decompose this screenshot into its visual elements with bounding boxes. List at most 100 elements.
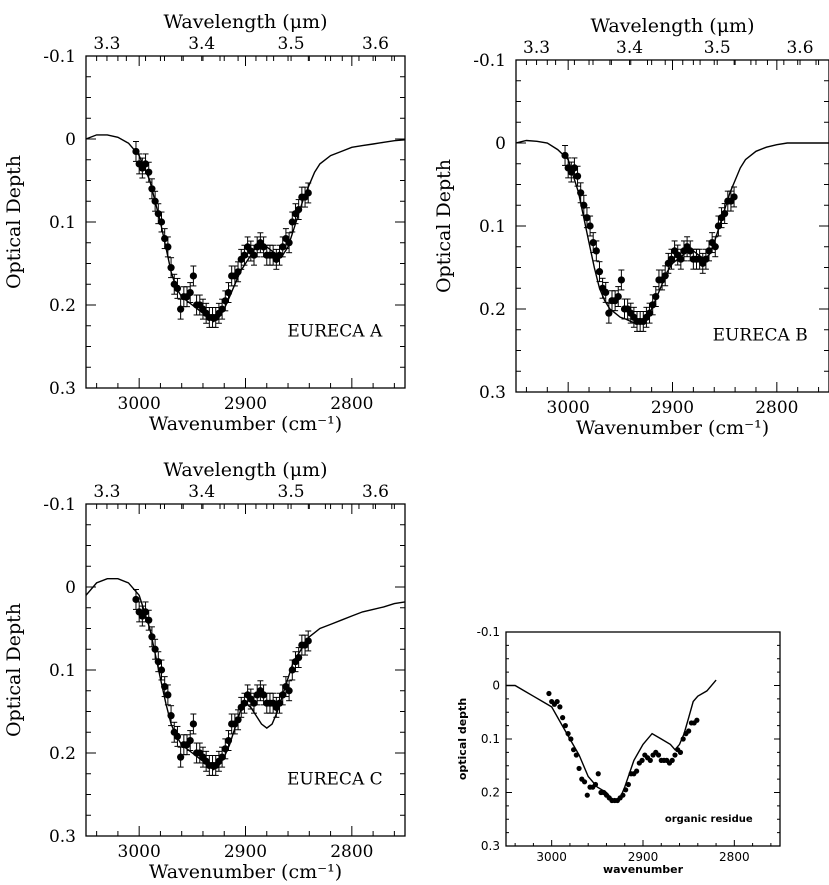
data-point	[295, 653, 303, 662]
data-point	[560, 715, 566, 721]
chart-panel-3: 3000 2900 2800 -0.1 0 0.1 0.2 0.3 3.3 3.4 3.5 3.6 Wa…	[3, 459, 406, 883]
top-tick-label: 3.4	[188, 482, 215, 502]
y-axis-label: Optical Depth	[3, 603, 25, 737]
top-axis-label: Wavelength (μm)	[163, 11, 327, 33]
data-point	[186, 288, 194, 297]
data-point	[570, 747, 577, 753]
y-tick-label: 0.3	[479, 383, 506, 403]
data-point	[148, 185, 156, 193]
x-tick-label: 3000	[547, 398, 590, 418]
top-tick-label: 3.4	[616, 38, 643, 58]
top-tick-label: 3.6	[362, 482, 389, 502]
y-tick-label: 0.2	[481, 786, 500, 800]
top-tick-label: 3.5	[278, 34, 305, 54]
data-point	[620, 792, 626, 798]
data-point	[304, 189, 312, 197]
data-point	[584, 792, 590, 798]
x-axis-label: wavenumber	[603, 863, 684, 876]
x-tick-label: 2900	[628, 850, 659, 864]
data-point	[686, 247, 694, 255]
top-tick-label: 3.6	[362, 34, 389, 54]
y-tick-label: 0	[65, 578, 76, 598]
data-point	[285, 687, 293, 695]
data-point	[177, 305, 185, 313]
y-tick-label: 0.3	[49, 827, 76, 847]
data-point	[672, 752, 678, 758]
data-point	[645, 309, 654, 317]
x-axis-label: Wavenumber (cm⁻¹)	[149, 861, 342, 883]
top-tick-label: 3.3	[523, 38, 550, 58]
data-point	[218, 305, 226, 313]
data-point	[589, 239, 597, 247]
y-axis-label: optical depth	[456, 698, 469, 780]
data-point	[580, 201, 588, 209]
panel-label: EURECA A	[287, 322, 383, 342]
data-point	[275, 251, 284, 259]
data-point	[151, 645, 159, 653]
data-point	[161, 235, 169, 243]
data-point	[173, 732, 182, 741]
data-point	[617, 276, 625, 284]
y-tick-label: 0.1	[49, 661, 76, 681]
data-point	[145, 168, 153, 176]
data-point	[576, 765, 582, 772]
x-axis-label: Wavenumber (cm⁻¹)	[576, 417, 769, 439]
x-tick-label: 3000	[118, 394, 161, 414]
data-point	[583, 214, 591, 222]
panel-label: organic residue	[665, 814, 753, 825]
data-point	[259, 691, 268, 699]
data-point	[148, 633, 156, 641]
data-point	[218, 753, 226, 761]
y-tick-label: -0.1	[43, 47, 76, 67]
top-tick-label: 3.5	[278, 482, 305, 502]
x-tick-label: 2800	[330, 842, 373, 862]
data-point	[234, 716, 242, 724]
top-tick-label: 3.4	[188, 34, 215, 54]
data-point	[141, 608, 150, 616]
data-point	[240, 251, 249, 259]
y-axis-label: Optical Depth	[3, 155, 25, 289]
model-curve	[516, 139, 829, 325]
y-tick-label: 0.3	[481, 839, 500, 853]
data-point	[546, 690, 552, 697]
data-point	[279, 243, 287, 251]
data-point	[694, 717, 700, 723]
data-point	[189, 272, 197, 280]
y-tick-label: 0.1	[479, 217, 506, 237]
data-point	[250, 251, 258, 259]
data-point	[677, 749, 684, 755]
data-point	[279, 691, 287, 699]
chart-panel-1: 3000 2900 2800 -0.1 0 0.1 0.2 0.3 3.3 3.4 3.5 3.6 Wa…	[3, 11, 406, 435]
x-tick-label: 2800	[755, 398, 798, 418]
data-point	[151, 197, 159, 205]
data-point	[667, 255, 676, 263]
data-point	[573, 172, 582, 180]
top-axis-label: Wavelength (μm)	[590, 15, 754, 37]
data-point	[157, 218, 166, 226]
y-tick-label: -0.1	[43, 495, 76, 515]
x-tick-label: 2800	[330, 394, 373, 414]
x-axis-label: Wavenumber (cm⁻¹)	[149, 413, 342, 435]
data-point	[285, 239, 293, 247]
model-curve	[86, 578, 405, 771]
y-tick-label: 0	[65, 130, 76, 150]
data-point	[177, 753, 185, 761]
data-point	[568, 736, 574, 742]
data-point	[652, 292, 660, 301]
data-point	[221, 745, 229, 753]
top-axis-label: Wavelength (μm)	[163, 459, 327, 481]
data-point	[595, 268, 604, 276]
data-point	[141, 160, 150, 168]
data-point	[562, 723, 568, 729]
data-point	[565, 731, 571, 737]
y-tick-label: 0.3	[49, 379, 76, 399]
data-point	[614, 292, 622, 301]
x-tick-label: 3000	[536, 850, 567, 864]
top-tick-label: 3.5	[704, 38, 731, 58]
data-point	[595, 771, 601, 777]
y-tick-label: 0	[492, 679, 500, 693]
data-point	[592, 781, 599, 788]
data-point	[655, 752, 662, 758]
data-point	[669, 757, 675, 764]
